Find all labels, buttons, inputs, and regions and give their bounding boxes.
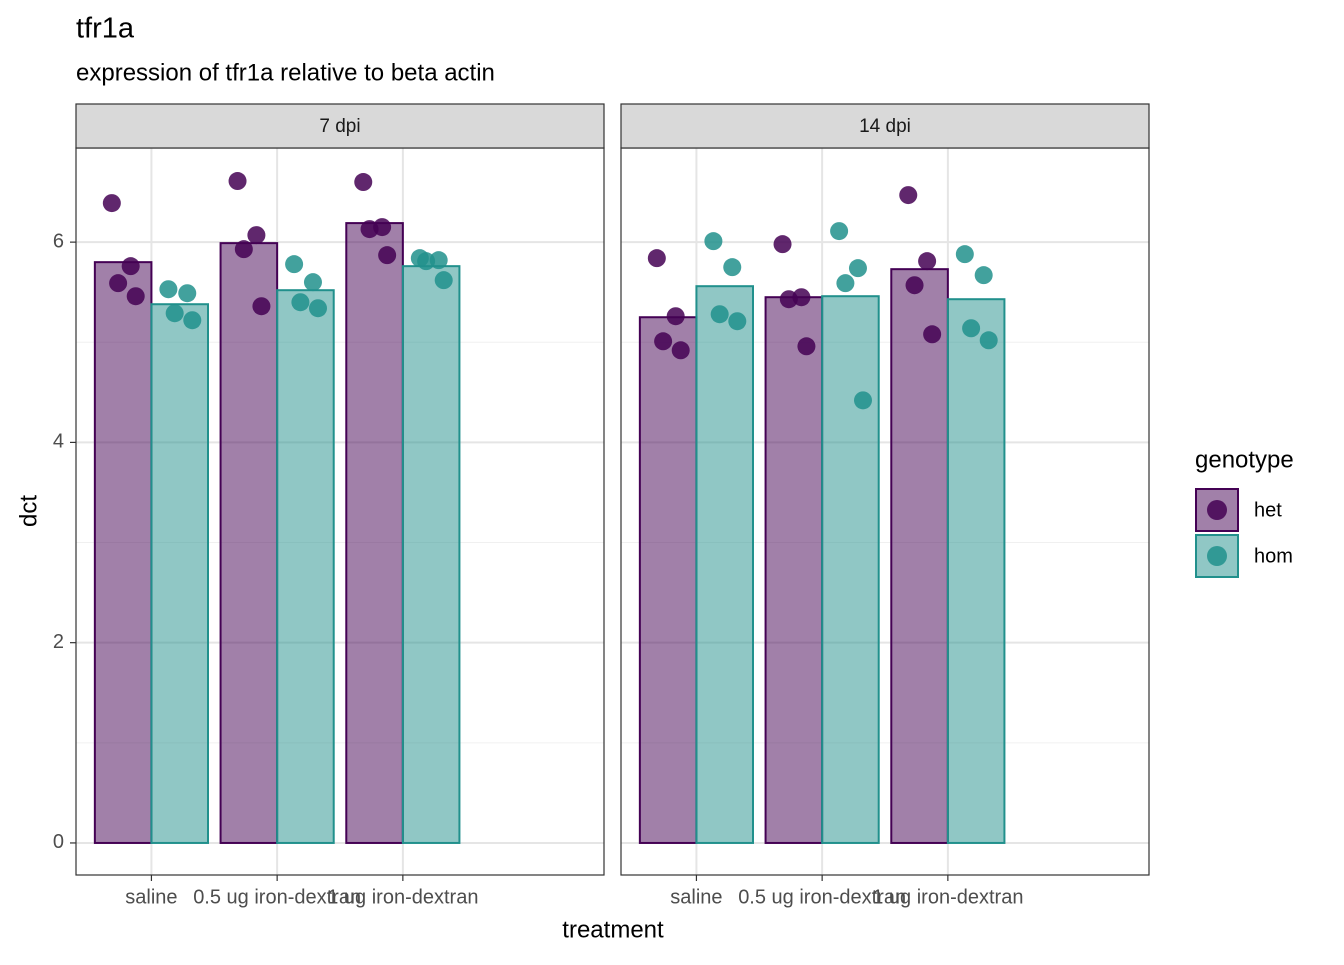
data-point xyxy=(417,252,436,271)
bar xyxy=(276,289,335,844)
data-point xyxy=(899,186,918,205)
bar xyxy=(638,316,698,844)
data-point xyxy=(165,304,184,323)
data-point xyxy=(723,258,742,277)
bar xyxy=(345,222,404,844)
data-point xyxy=(704,232,723,251)
data-point xyxy=(974,266,993,285)
y-tick-label: 4 xyxy=(53,431,64,453)
strip-label: 7 dpi xyxy=(319,116,360,137)
x-axis-title: treatment xyxy=(562,916,664,943)
legend-title: genotype xyxy=(1195,446,1294,473)
legend-label: het xyxy=(1254,499,1282,521)
data-point xyxy=(848,259,867,278)
data-point xyxy=(710,305,729,324)
x-tick-label: 1 ug iron-dextran xyxy=(872,886,1023,908)
bar xyxy=(93,261,153,844)
data-point xyxy=(183,311,202,330)
strip xyxy=(75,103,605,149)
chart-title: tfr1a xyxy=(76,13,135,45)
data-point xyxy=(830,222,849,241)
data-point xyxy=(797,337,816,356)
bar xyxy=(946,298,1006,844)
chart-subtitle: expression of tfr1a relative to beta act… xyxy=(76,59,495,86)
data-point xyxy=(434,271,453,290)
data-point xyxy=(247,226,266,245)
x-tick-label: 0.5 ug iron-dextran xyxy=(738,886,906,908)
data-point xyxy=(109,274,128,293)
bar xyxy=(150,303,210,844)
data-point xyxy=(303,273,322,292)
data-point xyxy=(102,194,121,213)
data-point xyxy=(159,280,178,299)
data-point xyxy=(178,284,197,303)
legend-label: hom xyxy=(1254,545,1293,567)
data-point xyxy=(773,235,792,254)
y-tick-label: 6 xyxy=(53,230,64,252)
data-point xyxy=(918,252,937,271)
data-point xyxy=(309,299,327,318)
data-point xyxy=(234,240,253,259)
bar xyxy=(219,242,279,844)
data-point xyxy=(979,331,998,350)
data-point xyxy=(779,290,798,309)
y-axis-title: dct xyxy=(15,495,42,527)
data-point xyxy=(728,312,747,331)
data-point xyxy=(905,276,924,295)
x-tick-label: 0.5 ug iron-dextran xyxy=(193,886,361,908)
data-point xyxy=(291,293,310,312)
x-tick-label: saline xyxy=(125,886,177,908)
strip xyxy=(620,103,1150,149)
data-point xyxy=(854,391,872,410)
data-point xyxy=(962,319,981,338)
bar xyxy=(890,268,949,844)
bar xyxy=(695,285,755,844)
data-point xyxy=(836,274,855,293)
x-tick-label: saline xyxy=(670,886,722,908)
y-tick-label: 0 xyxy=(53,831,64,853)
legend-point xyxy=(1207,546,1227,566)
data-point xyxy=(671,341,690,360)
data-point xyxy=(923,325,942,344)
data-point xyxy=(354,173,373,192)
x-tick-label: 1 ug iron-dextran xyxy=(327,886,478,908)
bar xyxy=(821,295,880,844)
bar xyxy=(764,296,824,844)
data-point xyxy=(360,220,379,239)
y-tick-label: 2 xyxy=(53,631,64,653)
data-point xyxy=(285,255,304,274)
data-point xyxy=(378,246,397,265)
data-point xyxy=(647,249,666,268)
data-point xyxy=(654,332,673,351)
data-point xyxy=(666,307,685,326)
legend-point xyxy=(1207,500,1227,520)
data-point xyxy=(126,287,145,306)
data-point xyxy=(955,245,974,264)
data-point xyxy=(252,297,271,316)
bar xyxy=(401,265,461,844)
strip-label: 14 dpi xyxy=(859,116,911,137)
data-point xyxy=(121,257,140,276)
data-point xyxy=(228,172,247,191)
